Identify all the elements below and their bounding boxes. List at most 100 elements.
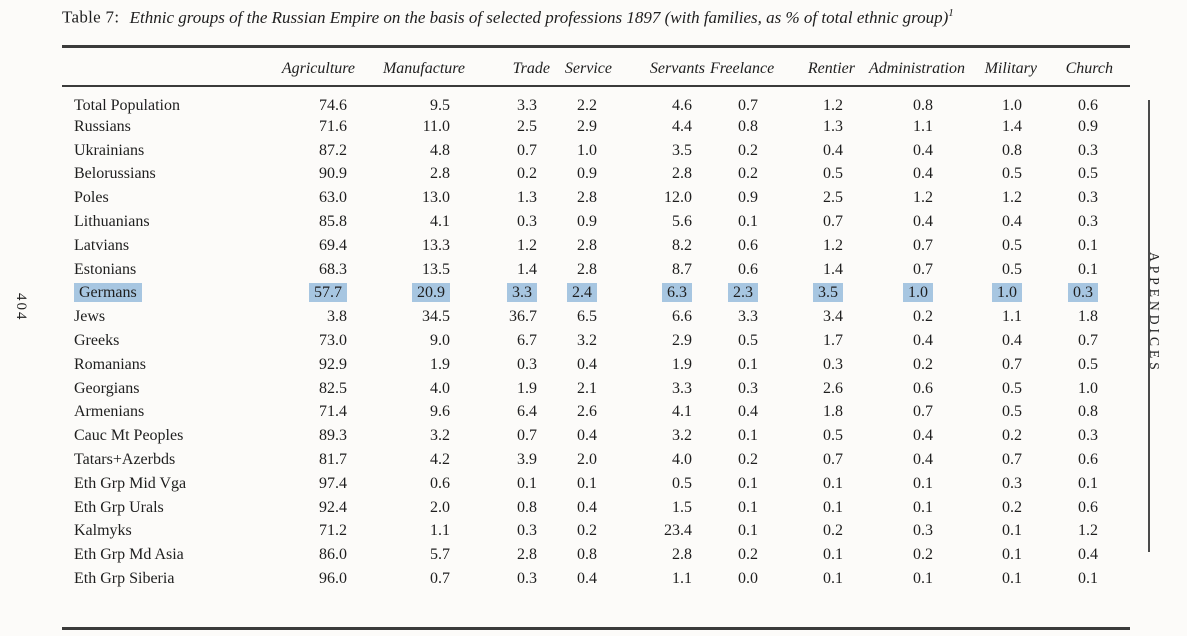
cell-value: 0.1 xyxy=(738,522,758,540)
table-cell: 4.0 xyxy=(625,448,710,472)
table-cell: 0.7 xyxy=(360,567,480,591)
cell-value: 13.5 xyxy=(422,260,450,278)
column-header-military: Military xyxy=(975,52,1045,87)
table-cell: 2.6 xyxy=(780,377,860,401)
cell-value: 0.4 xyxy=(913,451,933,469)
table-cell: 0.1 xyxy=(710,472,780,496)
table-cell: 87.2 xyxy=(230,139,360,163)
cell-value: 3.3 xyxy=(507,283,537,303)
row-label: Poles xyxy=(62,186,230,210)
row-label-text: Russians xyxy=(74,117,131,135)
row-label-text: Estonians xyxy=(74,260,137,278)
table-cell: 71.2 xyxy=(230,520,360,544)
cell-value: 0.0 xyxy=(738,570,758,588)
cell-value: 0.3 xyxy=(1078,141,1098,159)
cell-value: 71.6 xyxy=(319,117,347,135)
table-cell: 4.2 xyxy=(360,448,480,472)
table-cell: 0.9 xyxy=(710,186,780,210)
table-cell: 3.8 xyxy=(230,305,360,329)
table-cell: 0.1 xyxy=(555,472,625,496)
cell-value: 2.8 xyxy=(577,189,597,207)
ethnic-groups-table: Agriculture Manufacture Trade Service Servan… xyxy=(62,52,1130,591)
table-cell: 0.4 xyxy=(860,424,975,448)
table-cell: 1.0 xyxy=(975,282,1045,306)
table-cell: 68.3 xyxy=(230,258,360,282)
table-cell: 0.7 xyxy=(860,234,975,258)
table-cell: 3.9 xyxy=(480,448,555,472)
cell-value: 2.1 xyxy=(577,379,597,397)
table-cell: 0.1 xyxy=(780,567,860,591)
cell-value: 0.4 xyxy=(1002,213,1022,231)
cell-value: 90.9 xyxy=(319,165,347,183)
cell-value: 1.1 xyxy=(430,522,450,540)
table-cell: 1.8 xyxy=(780,401,860,425)
table-cell: 92.4 xyxy=(230,496,360,520)
table-cell: 1.5 xyxy=(625,496,710,520)
cell-value: 8.2 xyxy=(672,236,692,254)
table-cell: 4.6 xyxy=(625,86,710,115)
table-cell: 73.0 xyxy=(230,329,360,353)
cell-value: 0.7 xyxy=(1002,355,1022,373)
cell-value: 4.1 xyxy=(430,213,450,231)
table-cell: 0.4 xyxy=(975,210,1045,234)
row-label-text: Greeks xyxy=(74,332,120,350)
cell-value: 4.4 xyxy=(672,117,692,135)
table-row-eth-grp-siberia: Eth Grp Siberia 96.0 0.7 0.3 0.4 1.1 0.0 0.1 0.1… xyxy=(62,567,1130,591)
row-label: Eth Grp Md Asia xyxy=(62,543,230,567)
table-cell: 2.3 xyxy=(710,282,780,306)
cell-value: 0.7 xyxy=(913,260,933,278)
table-cell: 2.8 xyxy=(625,543,710,567)
cell-value: 0.9 xyxy=(577,213,597,231)
table-cell: 13.0 xyxy=(360,186,480,210)
cell-value: 13.3 xyxy=(422,236,450,254)
cell-value: 0.1 xyxy=(738,474,758,492)
cell-value: 1.8 xyxy=(1078,308,1098,326)
cell-value: 2.8 xyxy=(517,546,537,564)
table-title-label: Table 7: xyxy=(62,7,120,27)
cell-value: 12.0 xyxy=(664,189,692,207)
table-row-tatars-azerbds: Tatars+Azerbds 81.7 4.2 3.9 2.0 4.0 0.2 0.7 0.4 0… xyxy=(62,448,1130,472)
table-cell: 0.6 xyxy=(1045,86,1130,115)
row-label-text: Latvians xyxy=(74,236,130,254)
cell-value: 0.4 xyxy=(577,355,597,373)
table-row-greeks: Greeks 73.0 9.0 6.7 3.2 2.9 0.5 1.7 0.4 0.4 0.7 xyxy=(62,329,1130,353)
table-cell: 0.1 xyxy=(975,567,1045,591)
column-header-freelance: Freelance xyxy=(710,52,780,87)
table-cell: 2.1 xyxy=(555,377,625,401)
table-cell: 86.0 xyxy=(230,543,360,567)
table-cell: 1.0 xyxy=(975,86,1045,115)
cell-value: 5.6 xyxy=(672,213,692,231)
table-cell: 2.8 xyxy=(625,163,710,187)
table-cell: 36.7 xyxy=(480,305,555,329)
table-cell: 4.1 xyxy=(360,210,480,234)
cell-value: 0.2 xyxy=(913,546,933,564)
table-cell: 0.8 xyxy=(975,139,1045,163)
cell-value: 0.3 xyxy=(738,379,758,397)
table-cell: 0.4 xyxy=(860,329,975,353)
table-cell: 0.3 xyxy=(480,353,555,377)
cell-value: 63.0 xyxy=(319,189,347,207)
cell-value: 0.1 xyxy=(738,355,758,373)
cell-value: 0.7 xyxy=(738,97,758,114)
table-cell: 0.4 xyxy=(860,163,975,187)
row-label: Cauc Mt Peoples xyxy=(62,424,230,448)
row-label: Greeks xyxy=(62,329,230,353)
cell-value: 1.2 xyxy=(1002,189,1022,207)
cell-value: 0.3 xyxy=(1078,427,1098,445)
table-cell: 1.0 xyxy=(1045,377,1130,401)
cell-value: 0.9 xyxy=(738,189,758,207)
cell-value: 0.1 xyxy=(823,498,843,516)
table-cell: 0.1 xyxy=(1045,567,1130,591)
table-cell: 1.3 xyxy=(780,115,860,139)
table-cell: 0.1 xyxy=(975,543,1045,567)
cell-value: 85.8 xyxy=(319,213,347,231)
cell-value: 6.4 xyxy=(517,403,537,421)
table-cell: 81.7 xyxy=(230,448,360,472)
cell-value: 0.8 xyxy=(1002,141,1022,159)
cell-value: 36.7 xyxy=(509,308,537,326)
cell-value: 86.0 xyxy=(319,546,347,564)
cell-value: 0.4 xyxy=(1002,332,1022,350)
cell-value: 6.6 xyxy=(672,308,692,326)
cell-value: 0.4 xyxy=(1078,546,1098,564)
table-cell: 3.2 xyxy=(360,424,480,448)
